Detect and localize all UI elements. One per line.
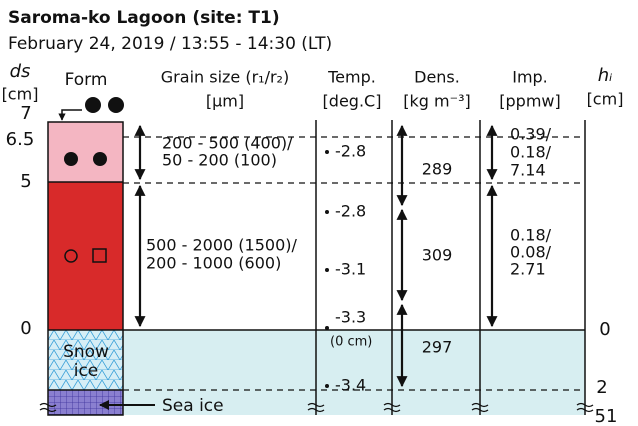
depth-label: 0 — [20, 318, 31, 339]
header-unit: [deg.C] — [323, 92, 382, 111]
impurity: 2.71 — [510, 260, 546, 279]
impurity: 0.39/ — [510, 125, 552, 144]
header: ds — [10, 61, 31, 82]
grain-size: 200 - 1000 (600) — [146, 254, 281, 273]
symbol — [92, 248, 107, 263]
header-unit: [cm] — [587, 90, 624, 109]
sea-ice-fill — [48, 390, 123, 415]
break-marks — [39, 402, 594, 413]
impurity: 7.14 — [510, 161, 546, 180]
header: Form — [65, 70, 108, 90]
column-lines — [315, 120, 586, 415]
symbol — [108, 97, 124, 113]
impurity: 0.18/ — [510, 226, 552, 245]
title: Saroma-ko Lagoon (site: T1) — [8, 8, 280, 28]
form-label: Sea ice — [162, 396, 224, 416]
form-label: Snow — [63, 342, 109, 362]
header-unit: [cm] — [2, 85, 39, 104]
temperature: -3.3 — [335, 308, 366, 327]
symbol — [93, 152, 107, 166]
impurity: 0.18/ — [510, 143, 552, 162]
grain-size: 500 - 2000 (1500)/ — [146, 236, 297, 255]
grain-size: 50 - 200 (100) — [162, 151, 277, 170]
temp-note: (0 cm) — [330, 335, 372, 350]
thickness-label: 0 — [599, 319, 610, 340]
subtitle: February 24, 2019 / 13:55 - 14:30 (LT) — [8, 34, 332, 54]
temperature: -2.8 — [335, 142, 366, 161]
form-label: ice — [74, 361, 99, 381]
form-frame — [47, 121, 124, 416]
thickness-label: 51 — [595, 406, 618, 426]
temperature: -2.8 — [335, 202, 366, 221]
surface-arrow — [58, 109, 82, 121]
layer-fill — [48, 122, 123, 182]
thickness-label: 2 — [596, 377, 607, 398]
temperature: -3.1 — [335, 260, 366, 279]
layer-fill — [48, 182, 123, 330]
temperature: -3.4 — [335, 376, 366, 395]
header: Temp. — [327, 68, 376, 87]
temp-point — [325, 150, 329, 154]
depth-label: 7 — [20, 103, 31, 124]
symbol — [85, 97, 101, 113]
grain-size: 200 - 500 (400)/ — [162, 134, 293, 153]
header-unit: [μm] — [206, 92, 244, 111]
temp-point — [325, 210, 329, 214]
depth-label: 6.5 — [6, 129, 35, 150]
header: Dens. — [414, 68, 460, 87]
snow-ice-fill — [48, 330, 123, 390]
symbol — [64, 249, 78, 263]
density: 309 — [422, 246, 453, 265]
header: Imp. — [512, 68, 548, 87]
impurity: 0.08/ — [510, 243, 552, 262]
temp-point — [325, 326, 329, 330]
header-unit: [ppmw] — [499, 92, 560, 111]
temp-point — [325, 268, 329, 272]
header-unit: [kg m⁻³] — [403, 92, 470, 111]
header: Grain size (r₁/r₂) — [161, 68, 289, 87]
density: 297 — [422, 338, 453, 357]
depth-label: 5 — [20, 171, 31, 192]
ice-fill — [123, 330, 585, 415]
temp-point — [325, 384, 329, 388]
symbol — [64, 152, 78, 166]
density: 289 — [422, 160, 453, 179]
header: hᵢ — [598, 65, 613, 86]
